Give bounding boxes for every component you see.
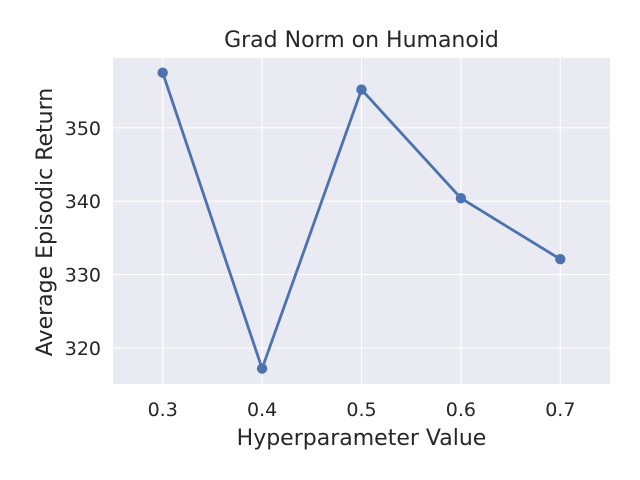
y-tick-label: 350	[65, 118, 101, 140]
x-tick-label: 0.7	[545, 399, 575, 421]
y-axis-label: Average Episodic Return	[33, 88, 58, 356]
x-axis-label: Hyperparameter Value	[237, 426, 487, 451]
data-point	[157, 67, 168, 78]
grid-lines	[113, 58, 610, 384]
x-tick-label: 0.4	[247, 399, 277, 421]
x-tick-label: 0.5	[346, 399, 376, 421]
x-tick-label: 0.6	[446, 399, 476, 421]
data-point	[455, 193, 467, 204]
y-tick-labels: 320 330 340 350	[65, 118, 101, 360]
x-tick-label: 0.3	[148, 399, 178, 421]
data-point	[555, 253, 566, 265]
data-point	[256, 363, 268, 374]
y-tick-label: 320	[65, 338, 101, 360]
y-tick-label: 340	[65, 191, 101, 213]
y-tick-label: 330	[65, 265, 101, 287]
x-tick-labels: 0.3 0.4 0.5 0.6 0.7	[148, 399, 576, 421]
chart-title: Grad Norm on Humanoid	[224, 28, 499, 53]
series-layer	[157, 67, 566, 374]
data-point	[356, 84, 367, 95]
